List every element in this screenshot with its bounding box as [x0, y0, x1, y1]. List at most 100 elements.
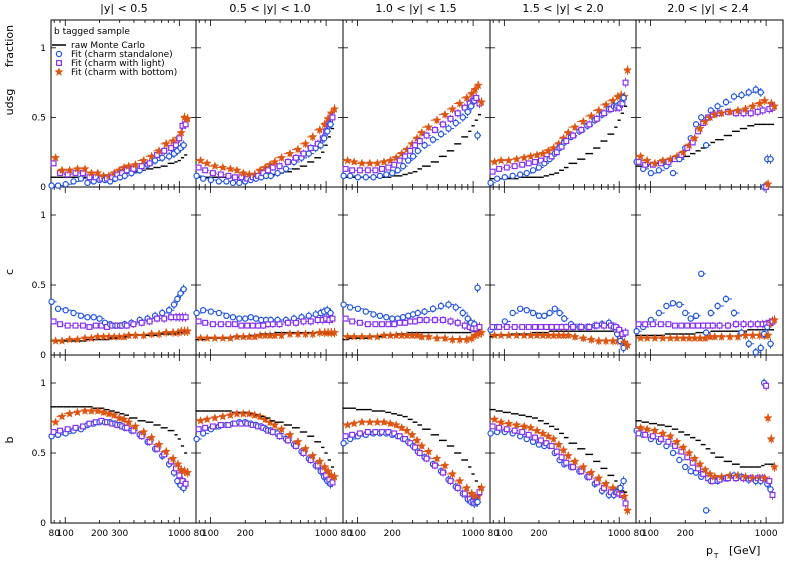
- light-point: [146, 160, 153, 167]
- light-point: [519, 161, 526, 168]
- standalone-point: [223, 312, 230, 319]
- light-point: [423, 455, 430, 462]
- bottom-point: [176, 127, 186, 137]
- standalone-point: [445, 301, 452, 308]
- standalone-point: [516, 305, 524, 312]
- standalone-point: [738, 91, 745, 99]
- bottom-point: [563, 451, 573, 460]
- bottom-point: [323, 466, 333, 476]
- light-point: [209, 423, 216, 430]
- standalone-point: [236, 179, 243, 187]
- light-point: [766, 478, 773, 485]
- bottom-point: [496, 330, 506, 340]
- light-point: [496, 424, 503, 431]
- light-point: [79, 322, 86, 329]
- standalone-point: [620, 94, 627, 102]
- row-label-udsg: udsg: [3, 89, 16, 116]
- x-tick-label: 80: [634, 529, 646, 539]
- bottom-point: [329, 472, 340, 481]
- x-tick-label: 100: [642, 529, 659, 539]
- legend-bottom-swatch: [54, 67, 64, 76]
- y-tick-label: 0: [40, 183, 46, 193]
- light-point: [284, 437, 291, 444]
- light-point: [489, 168, 496, 175]
- light-point: [391, 321, 398, 328]
- bottom-point: [329, 104, 340, 113]
- bottom-point: [642, 333, 652, 343]
- light-point: [269, 321, 276, 328]
- bottom-point: [690, 453, 700, 463]
- light-point: [50, 429, 57, 436]
- bottom-point: [343, 420, 353, 429]
- bottom-point: [432, 453, 442, 463]
- bottom-point: [440, 109, 450, 119]
- standalone-point: [394, 167, 401, 174]
- light-point: [364, 167, 371, 174]
- bottom-point: [109, 410, 119, 420]
- light-point: [740, 321, 747, 328]
- standalone-point: [669, 449, 677, 457]
- x-tick-label: 80: [341, 529, 353, 539]
- standalone-point: [702, 142, 710, 149]
- bottom-point: [357, 158, 367, 168]
- light-point: [431, 317, 438, 324]
- bottom-point: [623, 65, 633, 74]
- light-point: [238, 322, 245, 329]
- light-point: [563, 459, 570, 466]
- bottom-point: [432, 333, 442, 343]
- bottom-point: [357, 332, 367, 341]
- light-point: [619, 100, 626, 107]
- bottom-point: [147, 329, 157, 338]
- light-point: [548, 443, 555, 450]
- legend-raw-label: raw Monte Carlo: [71, 41, 145, 51]
- standalone-point: [523, 307, 530, 314]
- bottom-point: [173, 459, 183, 469]
- standalone-point: [242, 315, 249, 322]
- standalone-point: [77, 312, 85, 319]
- bottom-point: [255, 165, 265, 175]
- standalone-point: [84, 314, 91, 321]
- standalone-point: [464, 108, 471, 116]
- light-point: [454, 110, 461, 117]
- standalone-point: [687, 315, 694, 322]
- x-tick-label: 1000: [315, 529, 338, 539]
- light-point: [678, 322, 685, 329]
- light-point: [525, 160, 532, 167]
- light-point: [600, 322, 607, 329]
- light-point: [416, 138, 423, 145]
- light-point: [225, 172, 232, 179]
- light-point: [570, 464, 577, 471]
- bottom-point: [601, 479, 611, 488]
- bottom-point: [538, 428, 548, 438]
- standalone-point: [707, 309, 714, 317]
- light-point: [249, 322, 256, 329]
- standalone-point: [757, 344, 764, 352]
- bottom-point: [402, 425, 412, 435]
- standalone-point: [389, 169, 396, 177]
- bottom-point: [554, 439, 564, 449]
- x-tick-label: 100: [57, 529, 74, 539]
- standalone-point: [421, 142, 428, 149]
- light-point: [146, 318, 153, 325]
- light-point: [665, 438, 672, 445]
- bottom-point: [455, 98, 465, 108]
- standalone-point: [193, 172, 200, 180]
- standalone-point: [509, 172, 516, 180]
- y-tick-label: 1: [40, 44, 46, 54]
- panel-frame-4-2: [635, 354, 784, 524]
- light-point: [657, 436, 664, 443]
- standalone-point: [752, 86, 759, 93]
- bottom-point: [766, 434, 776, 443]
- standalone-point: [282, 165, 290, 173]
- standalone-point: [474, 132, 481, 139]
- bottom-point: [642, 155, 652, 165]
- bottom-point: [124, 417, 134, 427]
- light-point: [558, 143, 565, 150]
- light-point: [50, 160, 57, 167]
- bottom-point: [476, 327, 487, 337]
- light-point: [284, 158, 291, 165]
- bottom-point: [343, 155, 353, 165]
- bottom-point: [98, 407, 109, 417]
- light-point: [622, 79, 629, 86]
